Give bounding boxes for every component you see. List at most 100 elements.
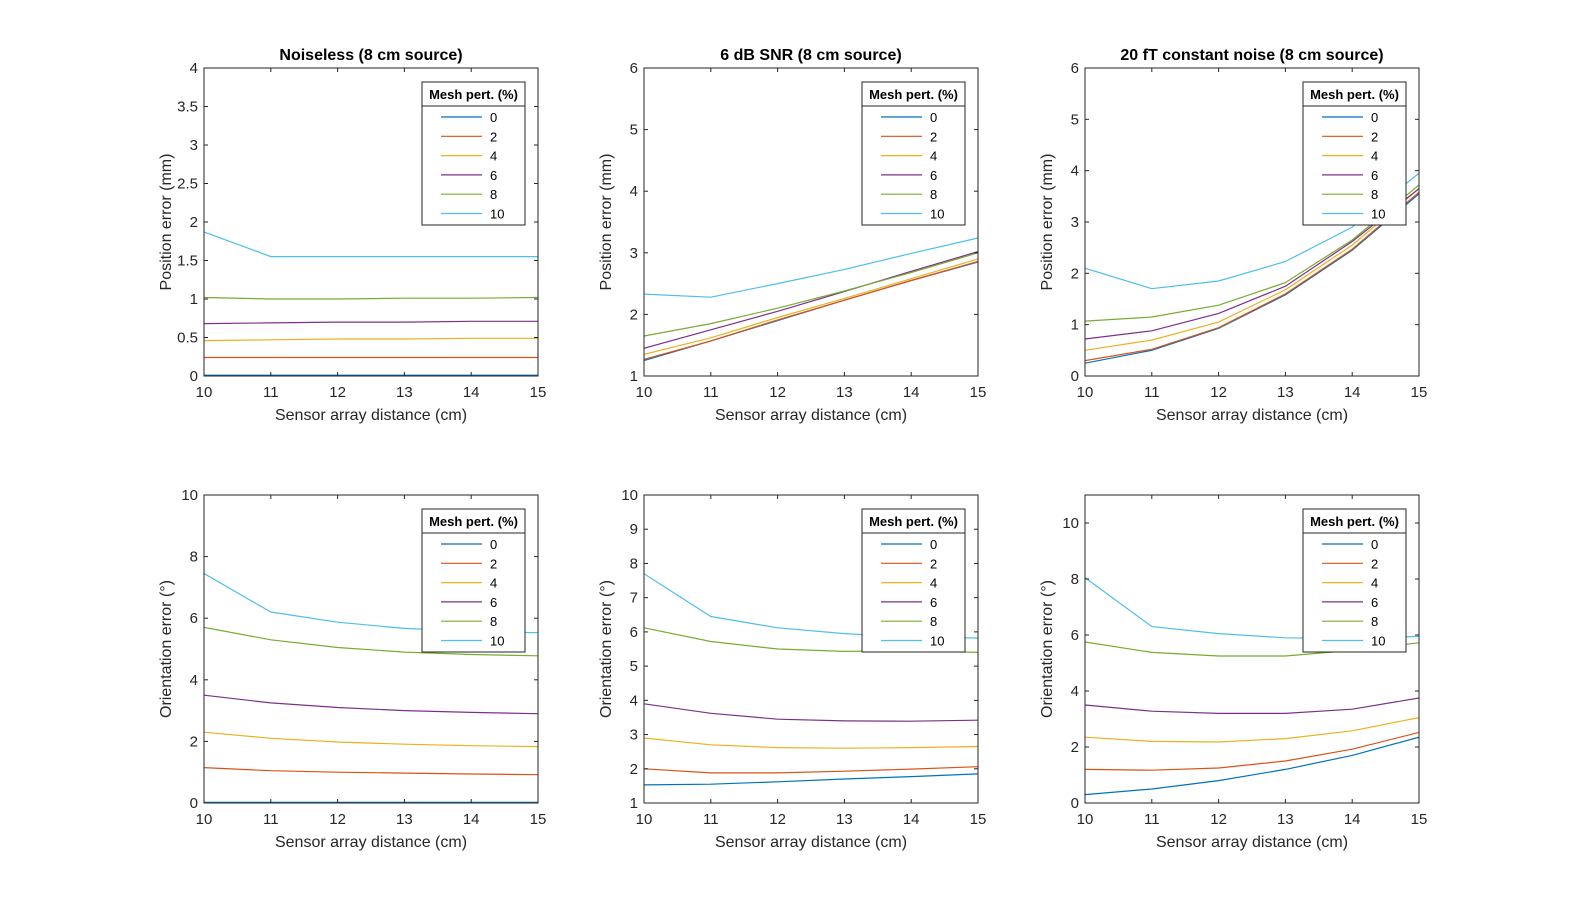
y-tick-label: 3 <box>1071 214 1079 231</box>
x-tick-label: 12 <box>329 811 346 828</box>
y-tick-label: 10 <box>621 487 638 504</box>
x-tick-label: 15 <box>530 384 547 401</box>
legend-entry-label: 4 <box>930 149 937 164</box>
legend-entry-label: 10 <box>930 207 944 222</box>
chart-title: Noiseless (8 cm source) <box>279 47 462 64</box>
legend-entry-label: 2 <box>1371 556 1378 571</box>
y-axis-label: Orientation error (°) <box>158 580 175 718</box>
y-tick-label: 4 <box>1071 163 1079 180</box>
x-tick-label: 13 <box>1277 811 1294 828</box>
y-tick-label: 4 <box>190 672 198 689</box>
legend: Mesh pert. (%) 0 2 4 6 8 10 <box>1303 82 1406 225</box>
x-axis-label: Sensor array distance (cm) <box>275 834 467 851</box>
x-tick-label: 10 <box>196 384 213 401</box>
legend-box <box>862 82 965 225</box>
legend: Mesh pert. (%) 0 2 4 6 8 10 <box>1303 509 1406 652</box>
legend-box <box>862 509 965 652</box>
y-tick-label: 6 <box>1071 60 1079 77</box>
legend-entry-label: 2 <box>1371 129 1378 144</box>
legend-entry-label: 6 <box>1371 595 1378 610</box>
legend-title: Mesh pert. (%) <box>869 514 958 529</box>
legend-entry-label: 8 <box>930 614 937 629</box>
legend-title: Mesh pert. (%) <box>429 87 518 102</box>
legend-entry-label: 4 <box>1371 149 1378 164</box>
x-tick-label: 11 <box>703 384 719 401</box>
y-tick-label: 7 <box>630 590 638 607</box>
y-tick-label: 8 <box>190 549 198 566</box>
y-tick-label: 8 <box>1071 571 1079 588</box>
x-tick-label: 10 <box>196 811 213 828</box>
legend-box <box>422 82 525 225</box>
y-axis-label: Orientation error (°) <box>598 580 615 718</box>
legend-box <box>1303 82 1406 225</box>
legend-entry-label: 2 <box>930 129 937 144</box>
y-tick-label: 4 <box>630 183 638 200</box>
x-tick-label: 15 <box>530 811 547 828</box>
legend-title: Mesh pert. (%) <box>1310 87 1399 102</box>
legend-title: Mesh pert. (%) <box>429 514 518 529</box>
x-tick-label: 10 <box>636 384 653 401</box>
chart-title: 6 dB SNR (8 cm source) <box>720 47 901 64</box>
y-tick-label: 2 <box>630 306 638 323</box>
legend-box <box>422 509 525 652</box>
x-tick-label: 13 <box>836 384 853 401</box>
legend-entry-label: 2 <box>490 556 497 571</box>
y-tick-label: 1 <box>1071 317 1079 334</box>
legend-entry-label: 0 <box>490 110 497 125</box>
legend-entry-label: 0 <box>930 110 937 125</box>
x-tick-label: 15 <box>970 811 987 828</box>
y-tick-label: 4 <box>1071 683 1079 700</box>
x-tick-label: 13 <box>396 384 413 401</box>
x-tick-label: 11 <box>1144 811 1160 828</box>
y-tick-label: 10 <box>181 487 198 504</box>
figure-canvas: 10 11 12 13 14 1500.511.522.533.54Sensor arra… <box>0 0 1593 917</box>
y-tick-label: 2.5 <box>177 176 198 193</box>
x-tick-label: 10 <box>1077 811 1094 828</box>
y-tick-label: 0 <box>190 795 198 812</box>
x-tick-label: 11 <box>1144 384 1160 401</box>
x-tick-label: 14 <box>463 811 480 828</box>
y-tick-label: 6 <box>630 624 638 641</box>
legend-entry-label: 10 <box>1371 634 1385 649</box>
y-tick-label: 4 <box>630 692 638 709</box>
legend-title: Mesh pert. (%) <box>869 87 958 102</box>
legend-entry-label: 8 <box>490 187 497 202</box>
legend-entry-label: 2 <box>490 129 497 144</box>
y-tick-label: 5 <box>1071 111 1079 128</box>
legend-entry-label: 0 <box>930 537 937 552</box>
legend-entry-label: 8 <box>1371 187 1378 202</box>
x-axis-label: Sensor array distance (cm) <box>275 407 467 424</box>
x-axis-label: Sensor array distance (cm) <box>1156 407 1348 424</box>
legend-entry-label: 6 <box>490 595 497 610</box>
x-tick-label: 11 <box>263 811 279 828</box>
y-tick-label: 10 <box>1062 515 1079 532</box>
y-tick-label: 3 <box>630 727 638 744</box>
x-tick-label: 12 <box>769 811 786 828</box>
legend-entry-label: 6 <box>930 595 937 610</box>
chart-title: 20 fT constant noise (8 cm source) <box>1120 47 1383 64</box>
chart-panel-1: 10 11 12 13 14 15 0 0.5 1 1.5 2 2.5 3 3.5 4 Sensor arra… <box>158 47 546 424</box>
legend-entry-label: 6 <box>490 168 497 183</box>
legend-title: Mesh pert. (%) <box>1310 514 1399 529</box>
y-tick-label: 0 <box>190 368 198 385</box>
legend-entry-label: 8 <box>490 614 497 629</box>
y-tick-label: 6 <box>190 610 198 627</box>
y-tick-label: 1 <box>630 368 638 385</box>
legend-entry-label: 8 <box>1371 614 1378 629</box>
legend-entry-label: 10 <box>490 634 504 649</box>
legend-entry-label: 4 <box>930 576 937 591</box>
x-tick-label: 13 <box>836 811 853 828</box>
chart-panel-4: 10 11 12 13 14 15 0 2 4 6 8 10 Sensor array distance… <box>158 487 546 851</box>
y-tick-label: 1 <box>630 795 638 812</box>
x-tick-label: 13 <box>396 811 413 828</box>
legend-entry-label: 4 <box>490 576 497 591</box>
y-tick-label: 4 <box>190 60 198 77</box>
y-tick-label: 0 <box>1071 795 1079 812</box>
y-tick-label: 3 <box>630 245 638 262</box>
legend-entry-label: 10 <box>930 634 944 649</box>
x-axis-label: Sensor array distance (cm) <box>715 834 907 851</box>
legend-entry-label: 0 <box>1371 537 1378 552</box>
y-tick-label: 5 <box>630 122 638 139</box>
x-tick-label: 14 <box>1344 384 1361 401</box>
